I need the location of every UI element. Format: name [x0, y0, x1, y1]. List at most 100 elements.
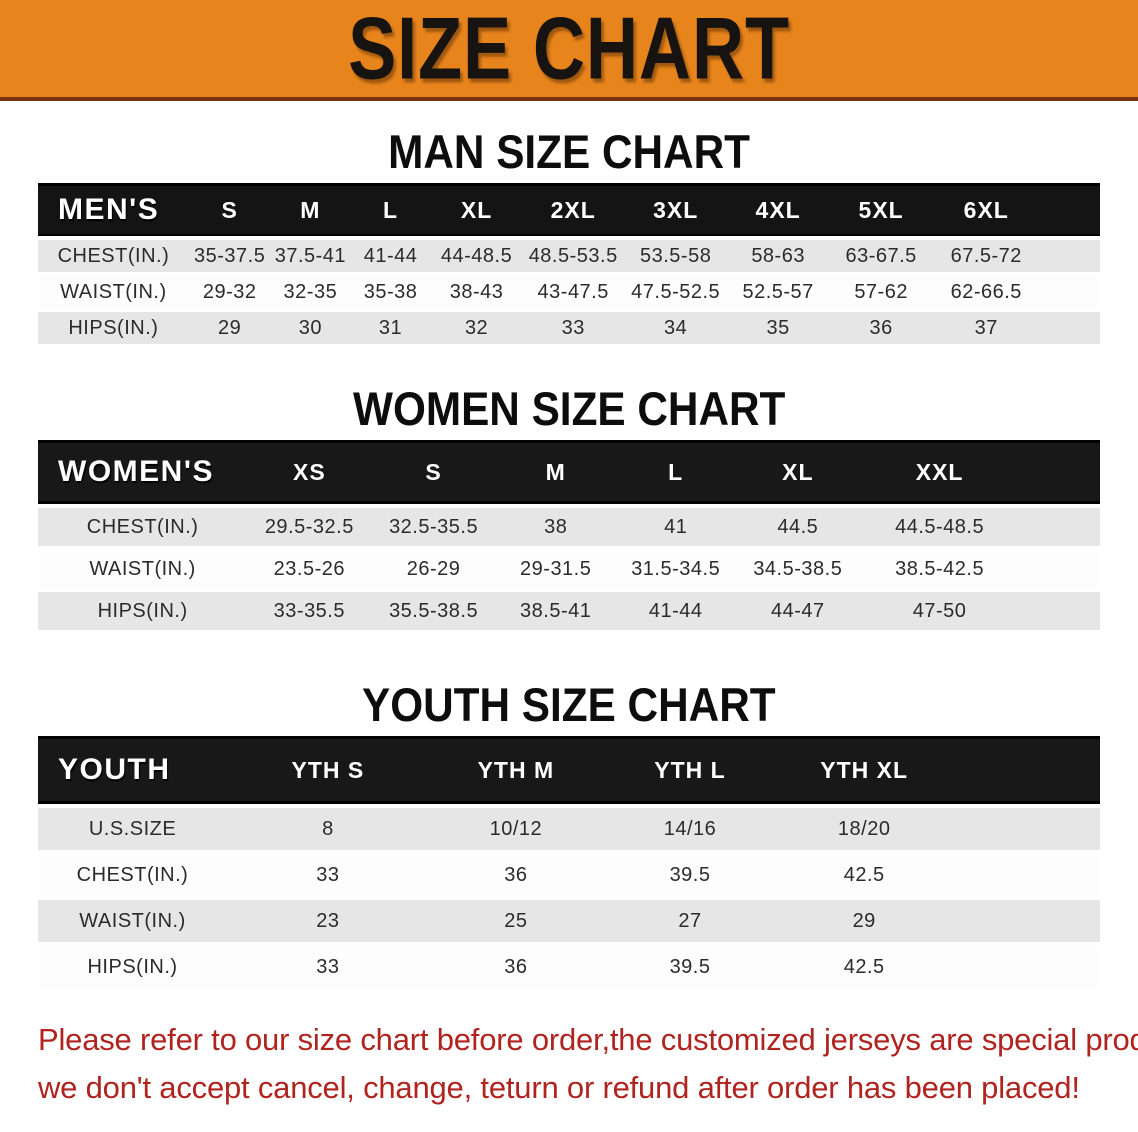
- men-col-header: XL: [430, 183, 523, 237]
- men-col-header: 6XL: [933, 183, 1040, 237]
- men-col-header: M: [270, 183, 351, 237]
- value-cell: 29.5-32.5: [247, 508, 372, 547]
- women-col-header: XXL: [859, 440, 1020, 505]
- value-cell: 41-44: [615, 592, 736, 631]
- value-cell: 41: [615, 508, 736, 547]
- women-section-heading: WOMEN SIZE CHART: [0, 382, 1138, 436]
- row-label: WAIST(IN.): [38, 276, 189, 309]
- row-label: CHEST(IN.): [38, 240, 189, 273]
- value-cell: 38.5-42.5: [859, 550, 1020, 589]
- men-col-header: L: [350, 183, 431, 237]
- filler-cell: [1039, 276, 1100, 309]
- filler-cell: [1019, 440, 1100, 505]
- value-cell: 26-29: [371, 550, 496, 589]
- value-cell: 44-48.5: [430, 240, 523, 273]
- value-cell: 33: [522, 312, 625, 345]
- youth-col-header: YTH M: [428, 736, 603, 805]
- value-cell: 62-66.5: [933, 276, 1040, 309]
- youth-size-table: YOUTH YTH S YTH M YTH L YTH XL U.S.SIZE …: [38, 732, 1100, 992]
- filler-cell: [1019, 508, 1100, 547]
- value-cell: 34.5-38.5: [735, 550, 860, 589]
- value-cell: 47-50: [859, 592, 1020, 631]
- value-cell: 29-32: [188, 276, 271, 309]
- row-label: WAIST(IN.): [38, 900, 228, 943]
- men-col-header: 2XL: [522, 183, 625, 237]
- value-cell: 44-47: [735, 592, 860, 631]
- men-hips-row: HIPS(IN.) 29 30 31 32 33 34 35 36 37: [38, 312, 1100, 345]
- women-chest-row: CHEST(IN.) 29.5-32.5 32.5-35.5 38 41 44.…: [38, 508, 1100, 547]
- men-section-heading: MAN SIZE CHART: [0, 125, 1138, 179]
- filler-cell: [951, 900, 1100, 943]
- value-cell: 23.5-26: [247, 550, 372, 589]
- value-cell: 23: [227, 900, 429, 943]
- value-cell: 8: [227, 808, 429, 851]
- value-cell: 14/16: [602, 808, 778, 851]
- women-waist-row: WAIST(IN.) 23.5-26 26-29 29-31.5 31.5-34…: [38, 550, 1100, 589]
- row-label: HIPS(IN.): [38, 312, 189, 345]
- value-cell: 33-35.5: [247, 592, 372, 631]
- row-label: U.S.SIZE: [38, 808, 228, 851]
- filler-cell: [1039, 312, 1100, 345]
- filler-cell: [1019, 592, 1100, 631]
- order-policy-note: Please refer to our size chart before or…: [0, 1016, 1138, 1112]
- value-cell: 37.5-41: [270, 240, 351, 273]
- policy-line-2: we don't accept cancel, change, teturn o…: [38, 1070, 1080, 1106]
- policy-line-1: Please refer to our size chart before or…: [38, 1022, 1138, 1058]
- value-cell: 33: [227, 946, 429, 989]
- value-cell: 53.5-58: [624, 240, 728, 273]
- value-cell: 32-35: [270, 276, 351, 309]
- value-cell: 31: [350, 312, 431, 345]
- value-cell: 32.5-35.5: [371, 508, 496, 547]
- value-cell: 37: [933, 312, 1040, 345]
- youth-heading-text: YOUTH SIZE CHART: [362, 678, 776, 732]
- youth-col-header: YTH L: [602, 736, 778, 805]
- value-cell: 35-37.5: [188, 240, 271, 273]
- men-col-header: S: [188, 183, 271, 237]
- value-cell: 18/20: [777, 808, 952, 851]
- filler-cell: [1019, 550, 1100, 589]
- women-hips-row: HIPS(IN.) 33-35.5 35.5-38.5 38.5-41 41-4…: [38, 592, 1100, 631]
- youth-hips-row: HIPS(IN.) 33 36 39.5 42.5: [38, 946, 1100, 989]
- value-cell: 43-47.5: [522, 276, 625, 309]
- value-cell: 48.5-53.5: [522, 240, 625, 273]
- youth-header-row: YOUTH YTH S YTH M YTH L YTH XL: [38, 736, 1100, 805]
- banner: SIZE CHART: [0, 0, 1138, 101]
- value-cell: 10/12: [428, 808, 603, 851]
- value-cell: 47.5-52.5: [624, 276, 728, 309]
- men-col-header: 4XL: [727, 183, 830, 237]
- filler-cell: [951, 854, 1100, 897]
- value-cell: 35-38: [350, 276, 431, 309]
- value-cell: 44.5: [735, 508, 860, 547]
- youth-waist-row: WAIST(IN.) 23 25 27 29: [38, 900, 1100, 943]
- value-cell: 27: [602, 900, 778, 943]
- youth-ussize-row: U.S.SIZE 8 10/12 14/16 18/20: [38, 808, 1100, 851]
- value-cell: 34: [624, 312, 728, 345]
- value-cell: 31.5-34.5: [615, 550, 736, 589]
- filler-cell: [951, 946, 1100, 989]
- value-cell: 35.5-38.5: [371, 592, 496, 631]
- value-cell: 25: [428, 900, 603, 943]
- value-cell: 29: [777, 900, 952, 943]
- men-col-header: 3XL: [624, 183, 728, 237]
- men-heading-text: MAN SIZE CHART: [388, 125, 750, 178]
- filler-cell: [951, 736, 1100, 805]
- women-size-table: WOMEN'S XS S M L XL XXL CHEST(IN.) 29.5-…: [38, 436, 1100, 634]
- youth-col-header: YTH XL: [777, 736, 952, 805]
- value-cell: 67.5-72: [933, 240, 1040, 273]
- row-label: HIPS(IN.): [38, 946, 228, 989]
- filler-cell: [951, 808, 1100, 851]
- youth-section-heading: YOUTH SIZE CHART: [0, 678, 1138, 732]
- women-heading-text: WOMEN SIZE CHART: [352, 382, 786, 436]
- value-cell: 29-31.5: [495, 550, 616, 589]
- value-cell: 52.5-57: [727, 276, 830, 309]
- men-col-header: 5XL: [829, 183, 934, 237]
- women-header-label: WOMEN'S: [38, 440, 248, 505]
- women-col-header: L: [615, 440, 736, 505]
- value-cell: 33: [227, 854, 429, 897]
- value-cell: 42.5: [777, 854, 952, 897]
- value-cell: 38-43: [430, 276, 523, 309]
- value-cell: 36: [428, 946, 603, 989]
- women-col-header: M: [495, 440, 616, 505]
- men-waist-row: WAIST(IN.) 29-32 32-35 35-38 38-43 43-47…: [38, 276, 1100, 309]
- youth-col-header: YTH S: [227, 736, 429, 805]
